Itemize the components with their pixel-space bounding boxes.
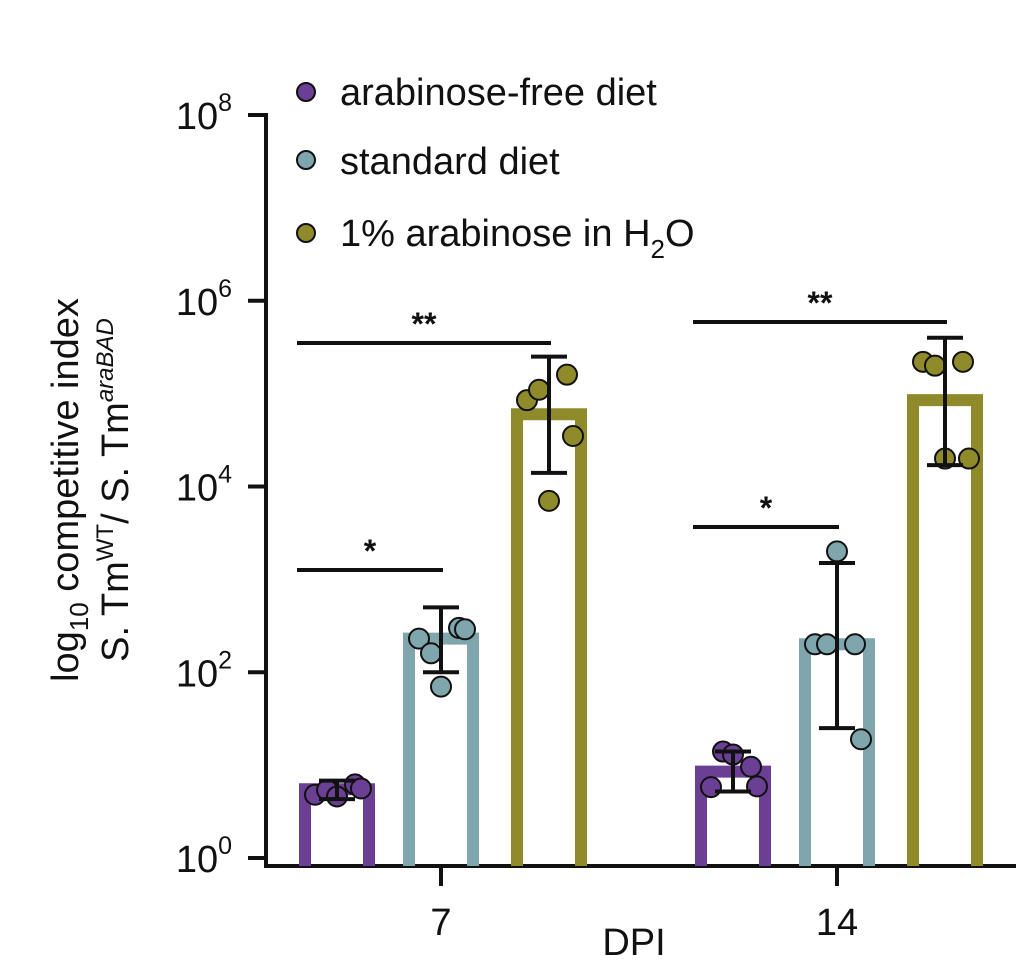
- y-axis-label-line2: S. TmWT/ S. TmaraBAD: [92, 318, 137, 662]
- x-axis-label: DPI: [602, 922, 665, 964]
- y-tick-label: 104: [176, 461, 232, 510]
- y-tick-base: 10: [176, 468, 218, 510]
- y-tick-base: 10: [176, 839, 218, 881]
- legend: arabinose-free diet standard diet 1% ara…: [296, 72, 695, 264]
- y-tick-label: 100: [176, 832, 232, 881]
- ylabel-stm-mut: / S. Tm: [95, 402, 137, 524]
- y-axis-label-line1: log10 competitive index: [45, 298, 94, 682]
- data-point: [350, 777, 372, 800]
- data-point: [816, 633, 838, 656]
- y-tick-base: 10: [176, 653, 218, 695]
- error-bar-group: [319, 335, 963, 802]
- bar: [511, 408, 587, 866]
- ylabel-wt-sup: WT: [92, 524, 119, 562]
- legend-marker-arabinose-water: [296, 223, 316, 243]
- legend-label-arabinose-water-main: 1% arabinose in H: [340, 213, 651, 255]
- x-tick-label: 14: [816, 902, 858, 944]
- y-tick-label: 106: [176, 275, 232, 324]
- data-point: [430, 675, 452, 698]
- ylabel-arabad-sup: araBAD: [92, 318, 119, 402]
- legend-label-standard: standard diet: [340, 141, 560, 183]
- legend-label-arabinose-water-tail: O: [665, 213, 695, 255]
- ylabel-log: log: [45, 631, 87, 682]
- significance-group: ******: [297, 285, 947, 572]
- data-point: [958, 447, 980, 470]
- y-tick-exponent: 0: [218, 832, 232, 860]
- axes: [264, 113, 1016, 868]
- y-tick-label: 108: [176, 89, 232, 138]
- ylabel-stm-wt: S. Tm: [95, 561, 137, 662]
- data-point: [528, 378, 550, 401]
- y-tick-base: 10: [176, 96, 218, 138]
- data-point: [454, 618, 476, 641]
- y-tick-exponent: 2: [218, 646, 232, 674]
- ylabel-log-sub: 10: [64, 602, 94, 631]
- ylabel-rest: competitive index: [45, 298, 87, 602]
- data-point: [924, 354, 946, 377]
- data-point: [952, 350, 974, 373]
- legend-label-arabinose-free: arabinose-free diet: [340, 72, 657, 114]
- data-point: [408, 627, 430, 650]
- data-point: [740, 755, 762, 778]
- x-tick-label: 7: [430, 902, 451, 944]
- data-point: [844, 633, 866, 656]
- y-tick-base: 10: [176, 282, 218, 324]
- data-point: [538, 489, 560, 512]
- y-tick-exponent: 8: [218, 89, 232, 117]
- significance-label: *: [364, 533, 377, 569]
- data-point: [556, 363, 578, 386]
- data-point: [700, 776, 722, 799]
- legend-label-arabinose-water-sub: 2: [651, 234, 665, 264]
- data-point: [420, 642, 442, 665]
- y-tick-exponent: 6: [218, 275, 232, 303]
- data-point: [850, 728, 872, 751]
- bar-group: [299, 394, 983, 866]
- y-tick-exponent: 4: [218, 461, 232, 489]
- data-point: [562, 424, 584, 447]
- significance-label: *: [760, 490, 773, 526]
- significance-label: **: [412, 306, 437, 342]
- legend-marker-arabinose-free: [296, 82, 316, 102]
- legend-label-arabinose-water: 1% arabinose in H2O: [340, 213, 695, 264]
- bar: [907, 394, 983, 866]
- y-tick-label: 102: [176, 646, 232, 695]
- data-point: [826, 540, 848, 563]
- data-point: [746, 775, 768, 798]
- significance-label: **: [808, 285, 833, 321]
- legend-marker-standard: [296, 150, 316, 170]
- x-tick-group: 7 14: [430, 866, 858, 944]
